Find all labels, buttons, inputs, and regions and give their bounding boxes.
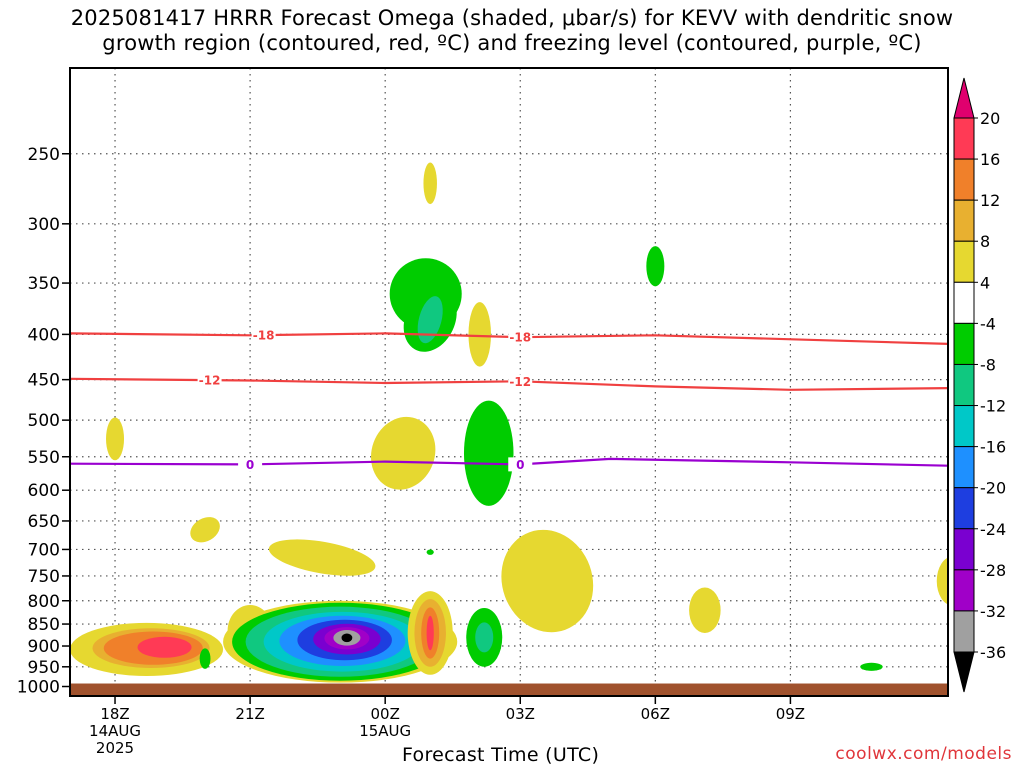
x-tick-date-18Z: 14AUG <box>89 722 141 740</box>
colorbar-segment-8 <box>953 446 975 489</box>
colorbar-segment-1 <box>953 158 975 201</box>
y-tick-label-450: 450 <box>28 371 60 391</box>
y-tick-label-650: 650 <box>28 512 60 532</box>
colorbar-bottom-arrow <box>953 651 975 693</box>
colorbar-label-9: -20 <box>980 479 1006 498</box>
contour-label-bg--12-1 <box>508 374 533 389</box>
colorbar-top-arrow <box>953 77 975 119</box>
x-tick-label-03Z: 03Z <box>506 705 535 723</box>
contour-label-bg--18-1 <box>508 330 533 345</box>
colorbar-segment-6 <box>953 363 975 407</box>
y-tick-label-400: 400 <box>28 325 60 345</box>
colorbar-segment-10 <box>953 528 975 571</box>
x-tick-label-00Z: 00Z <box>370 705 399 723</box>
x-axis-label: Forecast Time (UTC) <box>402 744 600 766</box>
colorbar-segment-12 <box>953 610 975 653</box>
contour-label-bg--12-0 <box>197 373 222 388</box>
colorbar-label-7: -12 <box>980 397 1006 416</box>
contour-label-bg--18-0 <box>251 328 276 343</box>
omega-area-24 <box>417 296 443 344</box>
omega-area-20 <box>341 633 353 643</box>
contour-label-0-1: 0 <box>516 458 524 472</box>
contour-label--18-1: -18 <box>509 331 531 345</box>
chart-title: 2025081417 HRRR Forecast Omega (shaded, … <box>0 6 1024 56</box>
colorbar-segment-11 <box>953 569 975 612</box>
contour-label--18-0: -18 <box>253 329 275 343</box>
x-tick-date-00Z: 15AUG <box>359 722 411 740</box>
x-tick-year-18Z: 2025 <box>96 739 134 757</box>
contour-label-bg-0-0 <box>238 457 263 472</box>
colorbar-label-11: -28 <box>980 561 1006 580</box>
contour-label--12-0: -12 <box>199 374 221 388</box>
omega-area-26 <box>426 549 434 555</box>
y-tick-label-550: 550 <box>28 448 60 468</box>
colorbar-label-5: -4 <box>980 314 996 333</box>
y-tick-label-300: 300 <box>28 215 60 235</box>
x-tick-label-06Z: 06Z <box>641 705 670 723</box>
omega-area-10 <box>268 539 376 576</box>
omega-area-30 <box>426 615 434 651</box>
y-tick-label-1000: 1000 <box>17 678 60 698</box>
omega-area-4 <box>137 636 192 658</box>
y-tick-label-750: 750 <box>28 567 60 587</box>
colorbar-label-4: 4 <box>980 273 990 292</box>
colorbar-label-13: -36 <box>980 643 1006 662</box>
plot-frame <box>69 67 949 697</box>
omega-area-6 <box>190 517 220 543</box>
x-tick-label-18Z: 18Z <box>100 705 129 723</box>
colorbar-label-6: -8 <box>980 355 996 374</box>
y-tick-label-700: 700 <box>28 540 60 560</box>
colorbar-segment-3 <box>953 240 975 283</box>
omega-area-31 <box>468 302 491 367</box>
y-tick-label-900: 900 <box>28 637 60 657</box>
title-line-1: 2025081417 HRRR Forecast Omega (shaded, … <box>70 6 954 30</box>
credit-link[interactable]: coolwx.com/models <box>835 744 1012 764</box>
omega-area-36 <box>646 246 665 287</box>
colorbar-segment-9 <box>953 487 975 530</box>
y-tick-label-850: 850 <box>28 615 60 635</box>
y-tick-label-800: 800 <box>28 592 60 612</box>
y-tick-label-250: 250 <box>28 145 60 165</box>
contour-label--12-1: -12 <box>509 375 531 389</box>
omega-area-5 <box>106 417 125 461</box>
colorbar-label-2: 12 <box>980 191 1000 210</box>
colorbar-label-8: -16 <box>980 438 1006 457</box>
colorbar-segment-5 <box>953 322 975 365</box>
x-tick-label-21Z: 21Z <box>235 705 264 723</box>
colorbar-segment-7 <box>953 405 975 448</box>
omega-area-34 <box>475 622 494 653</box>
colorbar-label-12: -32 <box>980 602 1006 621</box>
omega-area-38 <box>860 662 883 671</box>
omega-area-32 <box>463 400 514 506</box>
colorbar-label-0: 20 <box>980 109 1000 128</box>
colorbar-segment-0 <box>953 117 975 160</box>
omega-area-7 <box>199 648 211 669</box>
colorbar-label-3: 8 <box>980 232 990 251</box>
ground-surface <box>70 683 948 696</box>
y-tick-label-950: 950 <box>28 658 60 678</box>
contour-line--18 <box>70 332 948 345</box>
omega-area-25 <box>423 162 437 205</box>
contour-label-0-0: 0 <box>246 458 254 472</box>
omega-area-21 <box>370 416 436 490</box>
title-line-2: growth region (contoured, red, ºC) and f… <box>102 31 922 55</box>
plot-area: -18 -18 -12 -12 0 0 <box>70 68 948 696</box>
y-tick-label-500: 500 <box>28 411 60 431</box>
contour-label-bg-0-1 <box>508 457 533 472</box>
x-tick-label-09Z: 09Z <box>776 705 805 723</box>
colorbar-label-1: 16 <box>980 150 1000 169</box>
y-tick-label-600: 600 <box>28 481 60 501</box>
omega-area-37 <box>689 587 721 633</box>
y-tick-label-350: 350 <box>28 274 60 294</box>
colorbar-segment-4 <box>953 281 975 324</box>
colorbar-segment-2 <box>953 199 975 242</box>
colorbar-label-10: -24 <box>980 520 1006 539</box>
omega-area-35 <box>501 529 594 633</box>
omega-area-39 <box>936 557 948 605</box>
